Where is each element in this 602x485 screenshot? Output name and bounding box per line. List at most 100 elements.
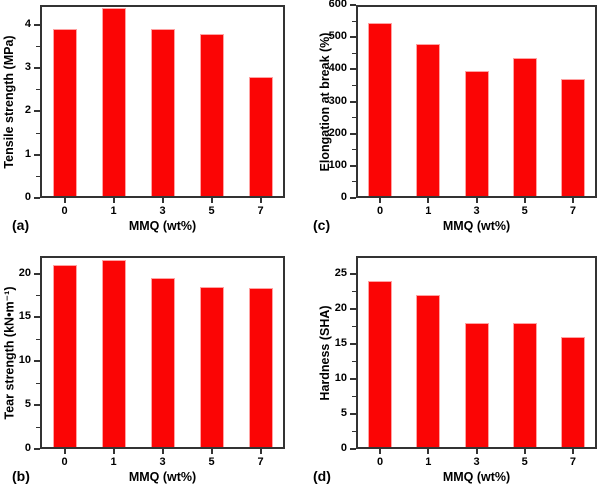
bar-mmq-7 [248,76,273,198]
y-tick [350,272,356,275]
y-minor-tick [352,149,356,151]
bar-mmq-5 [199,286,224,449]
bar-mmq-5 [512,322,537,449]
y-tick [350,342,356,345]
y-tick-label: 20 [334,301,347,314]
x-tick [379,198,382,203]
y-minor-tick [36,89,40,91]
y-tick [34,360,40,363]
x-tick-label: 1 [425,456,432,468]
y-tick [350,4,356,6]
y-tick-label: 0 [340,442,347,454]
chart-panel-a: Tensile strength (MPa) 0 1 3 5 7 0 1 2 3 4 MMQ (wt%… [0,0,301,243]
x-tick-label: 7 [569,205,576,217]
chart-panel-c: Elongation at break (%) 0 1 3 5 7 0 100 200 300 40… [301,0,602,243]
y-tick-label: 25 [334,266,347,279]
y-tick [34,23,40,26]
y-tick [350,448,356,450]
bar-mmq-3 [150,29,175,198]
y-minor-tick [36,132,40,134]
x-tick [259,449,262,454]
x-tick [259,198,262,203]
x-axis-label: MMQ (wt%) [442,219,511,233]
y-tick-label: 4 [24,17,31,30]
y-tick [350,197,356,199]
x-tick [161,449,164,454]
chart-panel-d: Hardness (SHA) 0 1 3 5 7 0 5 10 15 20 25 MMQ (wt%) (d… [301,242,602,485]
y-tick [34,316,40,319]
x-tick-label: 5 [521,205,528,217]
y-tick [34,448,40,450]
x-tick [523,198,526,203]
bar-mmq-0 [368,22,393,198]
panel-letter: (b) [12,468,30,484]
chart-panel-b: Tear strength (kN•m⁻¹) 0 1 3 5 7 0 5 10 15 20 MMQ (… [0,242,301,485]
x-tick-label: 1 [110,205,117,217]
y-tick-label: 5 [24,398,31,411]
bar-mmq-3 [464,70,489,198]
y-minor-tick [36,338,40,340]
y-tick-label: 100 [328,158,347,171]
y-minor-tick [352,84,356,86]
y-tick-label: 15 [334,336,347,349]
x-tick [210,198,213,203]
x-tick-label: 3 [159,205,166,217]
x-tick-label: 3 [473,456,480,468]
x-tick [427,449,430,454]
y-tick [350,100,356,103]
x-tick-label: 0 [61,456,68,468]
bar-mmq-1 [101,7,126,198]
y-tick [350,412,356,415]
panel-letter: (c) [313,217,331,233]
x-tick [112,449,115,454]
x-axis-label: MMQ (wt%) [128,470,197,484]
x-tick-label: 1 [110,456,117,468]
x-tick [210,449,213,454]
x-tick-label: 7 [257,456,264,468]
y-tick-label: 200 [328,126,347,139]
bar-mmq-1 [416,44,441,198]
y-tick [34,404,40,407]
x-tick-label: 5 [521,456,528,468]
y-tick-label: 500 [328,30,347,43]
y-tick [34,110,40,113]
x-tick-label: 3 [159,456,166,468]
plot-frame [356,5,597,198]
x-tick-label: 0 [377,456,384,468]
bar-mmq-7 [560,336,585,449]
x-tick [63,198,66,203]
plot-frame [356,256,597,449]
x-tick-label: 7 [257,205,264,217]
x-tick [427,198,430,203]
y-tick-label: 0 [24,442,31,454]
y-minor-tick [352,360,356,362]
y-minor-tick [36,426,40,428]
y-tick-label: 0 [24,191,31,203]
x-tick-label: 0 [61,205,68,217]
plot-frame [40,5,285,198]
y-minor-tick [352,325,356,327]
y-tick [350,132,356,135]
y-tick [34,67,40,70]
y-tick [350,68,356,71]
x-tick-label: 5 [208,456,215,468]
x-tick [571,449,574,454]
y-tick-label: 0 [340,191,347,203]
bar-mmq-7 [248,287,273,449]
y-tick [34,153,40,156]
y-tick-label: 3 [24,61,31,74]
bar-mmq-0 [52,264,77,449]
x-tick-label: 0 [377,205,384,217]
bar-mmq-7 [560,78,585,198]
bar-mmq-0 [368,280,393,449]
y-minor-tick [352,20,356,22]
x-axis-label: MMQ (wt%) [442,470,511,484]
bar-mmq-3 [464,322,489,449]
x-tick-label: 1 [425,205,432,217]
x-tick [161,198,164,203]
y-tick-label: 15 [18,310,31,323]
x-tick [475,198,478,203]
y-tick-label: 300 [328,94,347,107]
y-tick [350,36,356,39]
y-tick [34,272,40,275]
